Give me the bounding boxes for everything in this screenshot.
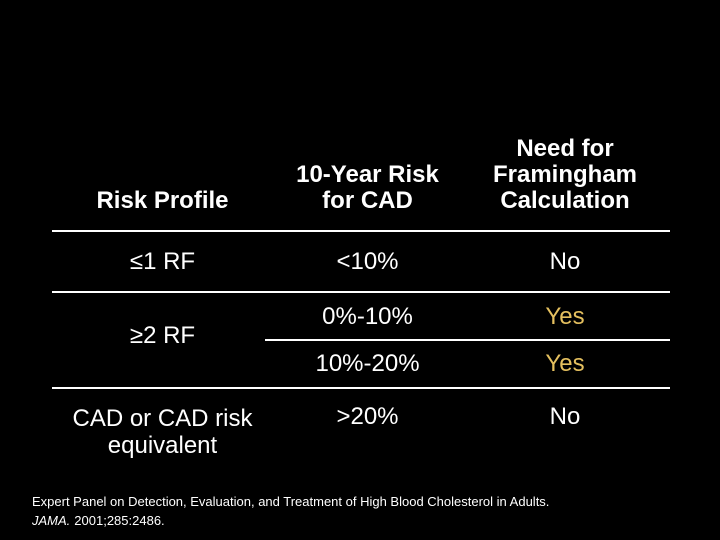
cell-row2-risk-profile: ≥2 RF — [129, 322, 196, 349]
footnote-journal-name: JAMA. — [32, 513, 71, 528]
cell-row1-need-framingham: No — [549, 248, 581, 275]
row1-divider-line — [52, 291, 670, 293]
cell-row1-ten-year-risk: <10% — [336, 248, 399, 275]
cell-row2b-ten-year-risk: 10%-20% — [315, 350, 420, 377]
footnote-source-line: Expert Panel on Detection, Evaluation, a… — [32, 494, 550, 509]
column-header-ten-year-risk: 10-Year Risk for CAD — [296, 161, 439, 214]
cell-row3-risk-profile: CAD or CAD risk equivalent — [72, 405, 253, 459]
subrow-divider-line — [265, 339, 670, 341]
row2-divider-line — [52, 387, 670, 389]
footnote-citation-detail: 2001;285:2486. — [74, 513, 165, 528]
cell-row2a-ten-year-risk: 0%-10% — [322, 303, 413, 330]
cell-row3-need-framingham: No — [549, 403, 581, 430]
cell-row1-risk-profile: ≤1 RF — [129, 248, 196, 275]
column-header-risk-profile: Risk Profile — [96, 187, 229, 214]
cell-row2a-need-framingham: Yes — [545, 303, 585, 330]
footnote-citation-line: JAMA. 2001;285:2486. — [32, 511, 652, 530]
cell-row3-ten-year-risk: >20% — [336, 403, 399, 430]
footnote: Expert Panel on Detection, Evaluation, a… — [32, 492, 652, 530]
column-header-need-framingham: Need for Framingham Calculation — [492, 135, 638, 214]
header-divider-line — [52, 230, 670, 232]
cell-row2b-need-framingham: Yes — [545, 350, 585, 377]
